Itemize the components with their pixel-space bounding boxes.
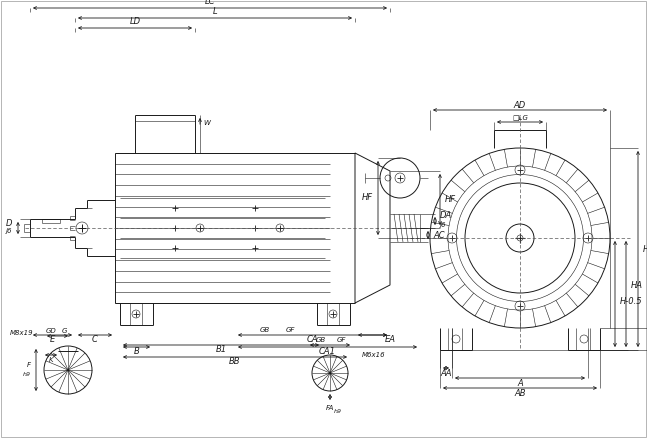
Text: HF: HF	[362, 194, 373, 202]
Text: GD: GD	[45, 328, 56, 334]
Text: E: E	[50, 336, 55, 345]
Text: H-0.5: H-0.5	[620, 297, 642, 307]
Text: FA: FA	[326, 405, 334, 411]
Text: F: F	[27, 362, 31, 368]
Text: AB: AB	[514, 389, 526, 398]
Text: GB: GB	[316, 337, 326, 343]
Text: C: C	[92, 336, 98, 345]
Text: LD: LD	[129, 18, 140, 27]
Text: G: G	[61, 328, 67, 334]
Text: GB: GB	[260, 327, 270, 333]
Text: j6: j6	[6, 228, 12, 234]
Text: M8x19: M8x19	[10, 330, 34, 336]
Text: GF: GF	[285, 327, 294, 333]
Text: EA: EA	[385, 336, 396, 345]
Text: B1: B1	[215, 346, 226, 354]
Text: DA: DA	[440, 211, 452, 219]
Text: □LG: □LG	[512, 114, 528, 120]
Text: j6: j6	[440, 222, 446, 228]
Text: AC: AC	[433, 230, 444, 240]
Text: h9: h9	[334, 409, 342, 414]
Text: M6x16: M6x16	[362, 352, 385, 358]
Text: AA: AA	[440, 368, 452, 378]
Text: K: K	[49, 357, 53, 363]
Text: B: B	[134, 347, 139, 357]
Text: L: L	[213, 7, 217, 17]
Text: A: A	[517, 378, 523, 388]
Text: W: W	[204, 120, 210, 126]
Text: CA: CA	[307, 336, 318, 345]
Text: h9: h9	[23, 372, 31, 378]
Text: HA: HA	[631, 282, 643, 290]
Text: BB: BB	[229, 357, 241, 367]
Text: HF: HF	[445, 195, 456, 204]
Text: HD: HD	[643, 244, 647, 254]
Text: D: D	[6, 219, 12, 227]
Text: AD: AD	[514, 100, 526, 110]
Text: CA1: CA1	[319, 347, 336, 357]
Text: GF: GF	[337, 337, 346, 343]
Text: LC: LC	[204, 0, 215, 7]
